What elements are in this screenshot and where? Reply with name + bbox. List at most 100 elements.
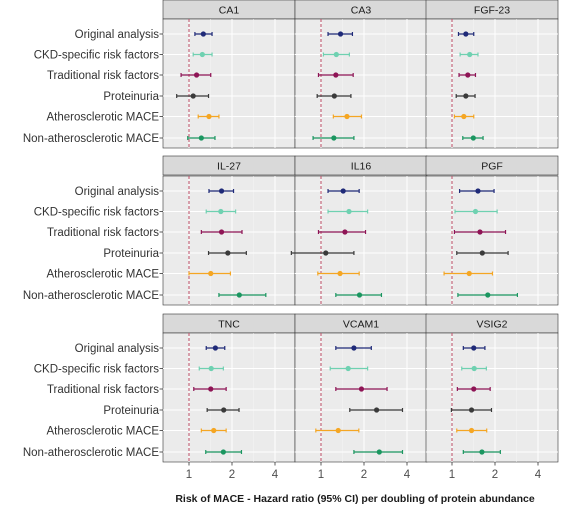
panel-title: CA1 [219,5,240,17]
row-label: CKD-specific risk factors [34,207,159,219]
x-tick-label: 1 [449,469,455,481]
estimate-point [471,365,477,372]
estimate-point [479,449,485,455]
panel-il-27: IL-27 [162,155,296,306]
x-axis: 1 2 4 1 2 4 1 2 4 [186,462,542,481]
estimate-point [193,72,200,78]
estimate-point [323,250,329,256]
estimate-point [345,365,351,372]
estimate-point [218,208,224,215]
estimate-point [479,250,485,256]
panel-background [425,18,559,149]
estimate-point [331,93,337,99]
estimate-point [351,345,357,351]
panel-strip [425,155,559,176]
estimate-point [475,188,481,194]
panel-title: CA3 [351,5,372,17]
x-tick-label: 1 [318,469,324,481]
estimate-point [220,449,226,455]
row-label: Original analysis [75,343,160,355]
row-label: Atherosclerotic MACE [47,269,160,281]
facet-panels: CA1 CA3 FGF-23 IL-27 IL16 PGF TNC VCAM1 VSIG2 [162,0,559,463]
x-tick-label: 2 [492,469,498,481]
estimate-point [199,51,205,58]
estimate-point [465,72,471,78]
x-axis-title: Risk of MACE - Hazard ratio (95% CI) per… [175,493,535,505]
panel-pgf: PGF [425,155,559,306]
panel-background [294,332,428,463]
estimate-point [376,449,382,455]
estimate-point [208,386,214,392]
estimate-point [468,407,475,413]
row-label: Proteinuria [103,248,159,260]
estimate-point [212,345,218,351]
panel-background [162,18,296,149]
estimate-point [206,113,212,120]
estimate-point [218,188,225,194]
estimate-point [331,135,337,141]
estimate-point [342,229,348,235]
panel-background [425,332,559,463]
row-label: Original analysis [75,29,160,41]
row-label: Proteinuria [103,91,159,103]
estimate-point [477,229,483,235]
estimate-point [485,292,491,298]
panel-title: FGF-23 [474,5,510,17]
estimate-point [471,345,477,351]
estimate-point [333,51,339,58]
estimate-point [337,31,344,37]
estimate-point [463,93,469,99]
panel-title: TNC [218,319,240,331]
estimate-point [463,31,469,37]
panel-fgf-23: FGF-23 [425,0,559,149]
panel-ca3: CA3 [294,0,428,149]
panel-title: PGF [481,161,503,173]
estimate-point [358,386,365,392]
panel-vcam1: VCAM1 [294,313,428,463]
panel-background [425,175,559,306]
estimate-point [471,386,477,392]
estimate-point [470,135,476,141]
estimate-point [218,229,225,235]
estimate-point [236,292,242,298]
panel-ca1: CA1 [162,0,296,149]
estimate-point [356,292,363,298]
row-labels: Original analysis CKD-specific risk facto… [23,29,163,459]
estimate-point [333,72,339,78]
estimate-point [467,51,473,58]
x-tick-label: 4 [272,469,279,481]
x-tick-label: 1 [186,469,192,481]
row-label: CKD-specific risk factors [34,364,159,376]
x-tick-label: 2 [229,469,235,481]
estimate-point [466,270,472,277]
panel-il16: IL16 [290,155,428,306]
row-label: Atherosclerotic MACE [47,112,160,124]
panel-title: IL16 [351,161,372,173]
estimate-point [472,208,479,215]
estimate-point [190,93,196,99]
panel-title: VCAM1 [343,319,379,331]
row-label: Traditional risk factors [47,70,159,82]
estimate-point [346,208,352,215]
estimate-point [373,407,380,413]
row-label: Atherosclerotic MACE [47,426,160,438]
row-label: Non-atherosclerotic MACE [23,133,159,145]
x-tick-label: 4 [404,469,411,481]
row-label: Original analysis [75,186,160,198]
panel-background [294,18,428,149]
estimate-point [468,427,475,434]
estimate-point [198,135,204,141]
estimate-point [335,427,341,434]
estimate-point [200,31,206,37]
row-label: Traditional risk factors [47,384,159,396]
estimate-point [344,113,350,120]
estimate-point [208,365,214,372]
panel-vsig2: VSIG2 [425,313,559,463]
row-label: Traditional risk factors [47,227,159,239]
estimate-point [461,113,467,120]
row-label: CKD-specific risk factors [34,50,159,62]
row-label: Non-atherosclerotic MACE [23,290,159,302]
panel-background [294,175,428,306]
row-label: Proteinuria [103,405,159,417]
